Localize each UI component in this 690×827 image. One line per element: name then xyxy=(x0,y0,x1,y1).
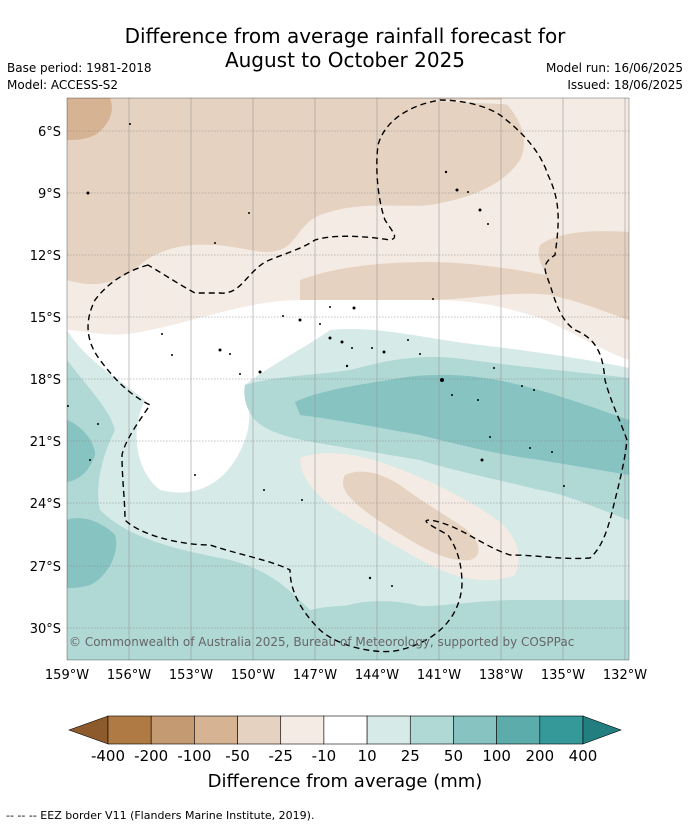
lon-label: 147°W xyxy=(293,668,337,683)
colorbar-segment xyxy=(409,715,454,745)
lat-label: 12°S xyxy=(30,249,61,264)
colorbar-tick-label: 25 xyxy=(401,747,420,765)
colorbar-extend-low xyxy=(68,715,109,745)
colorbar-segment xyxy=(150,715,195,745)
copyright-text: © Commonwealth of Australia 2025, Bureau… xyxy=(69,635,574,649)
lon-label: 159°W xyxy=(45,668,89,683)
colorbar-tick-label: 50 xyxy=(444,747,463,765)
lat-labels: 6°S 9°S 12°S 15°S 18°S 21°S 24°S 27°S 30… xyxy=(30,125,61,637)
lon-label: 135°W xyxy=(541,668,585,683)
lon-label: 156°W xyxy=(107,668,151,683)
lat-label: 15°S xyxy=(30,311,61,326)
colorbar-segment xyxy=(496,715,541,745)
colorbar-tick-label: -50 xyxy=(225,747,250,765)
colorbar-segment xyxy=(539,715,584,745)
lat-gridlines xyxy=(67,130,629,629)
lat-label: 27°S xyxy=(30,560,61,575)
colorbar-tick-label: -25 xyxy=(268,747,293,765)
eez-border xyxy=(87,99,628,653)
title-line-1: Difference from average rainfall forecas… xyxy=(124,24,566,48)
colorbar-segments xyxy=(68,715,622,745)
islands xyxy=(67,123,565,587)
colorbar-segment xyxy=(237,715,282,745)
issued-date: Issued: 18/06/2025 xyxy=(567,78,683,92)
lon-label: 144°W xyxy=(355,668,399,683)
colorbar-tick-label: 400 xyxy=(569,747,598,765)
model-run: Model run: 16/06/2025 xyxy=(545,61,683,75)
colorbar-tick-label: -100 xyxy=(177,747,211,765)
map-fill: © Commonwealth of Australia 2025, Bureau… xyxy=(67,98,629,660)
lat-label: 30°S xyxy=(30,622,61,637)
lat-label: 6°S xyxy=(38,125,61,140)
rainfall-map: © Commonwealth of Australia 2025, Bureau… xyxy=(30,97,647,683)
lon-labels: 159°W 156°W 153°W 150°W 147°W 144°W 141°… xyxy=(45,668,647,683)
colorbar-segment xyxy=(453,715,497,745)
colorbar-label: Difference from average (mm) xyxy=(207,771,483,792)
colorbar-segment xyxy=(107,715,152,745)
lat-label: 24°S xyxy=(30,497,61,512)
colorbar-tick-label: -10 xyxy=(312,747,337,765)
model-name: Model: ACCESS-S2 xyxy=(7,78,119,92)
lon-label: 138°W xyxy=(479,668,523,683)
lon-label: 150°W xyxy=(231,668,275,683)
lat-label: 18°S xyxy=(30,373,61,388)
lon-gridlines xyxy=(128,98,626,660)
colorbar-segment xyxy=(366,715,411,745)
colorbar-tick-label: 10 xyxy=(358,747,377,765)
lat-label: 9°S xyxy=(38,187,61,202)
title-line-2: August to October 2025 xyxy=(224,48,466,72)
colorbar-tick-label: 100 xyxy=(482,747,511,765)
colorbar-tick-label: 200 xyxy=(525,747,554,765)
colorbar-segment xyxy=(194,715,238,745)
lat-label: 21°S xyxy=(30,435,61,450)
colorbar-ticks: -400 -200 -100 -50 -25 -10 10 25 50 100 200 400 xyxy=(91,747,597,765)
lon-label: 132°W xyxy=(603,668,647,683)
lon-label: 153°W xyxy=(169,668,213,683)
lon-label: 141°W xyxy=(417,668,461,683)
base-period: Base period: 1981-2018 xyxy=(7,61,152,75)
colorbar-tick-label: -400 xyxy=(91,747,125,765)
colorbar-segment xyxy=(323,715,368,745)
eez-footnote: -- -- -- EEZ border V11 (Flanders Marine… xyxy=(6,809,315,822)
colorbar-segment xyxy=(280,715,325,745)
colorbar-extend-high xyxy=(582,715,622,745)
colorbar-tick-label: -200 xyxy=(134,747,168,765)
